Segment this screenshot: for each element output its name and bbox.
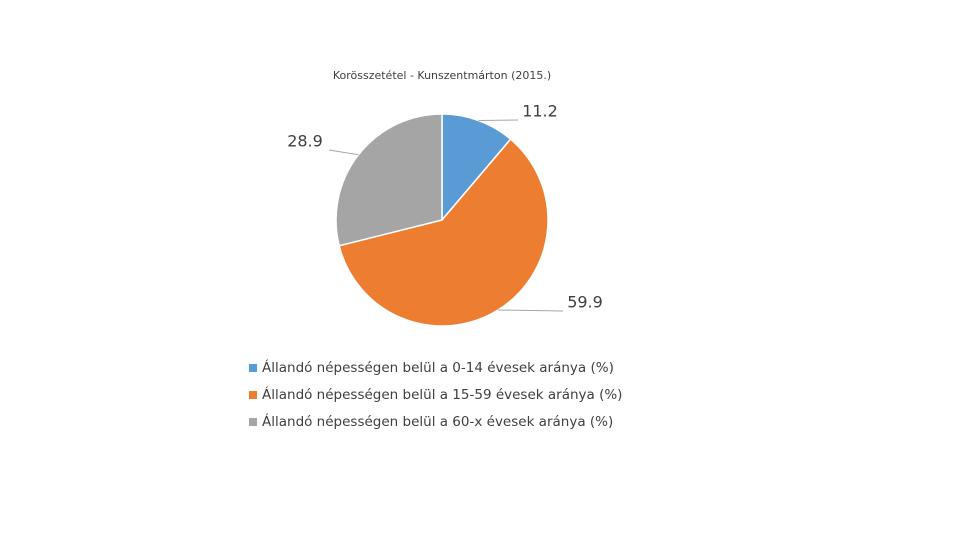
data-label: 59.9: [567, 293, 603, 312]
pie-slice: [335, 113, 443, 247]
leader-line: [328, 149, 359, 156]
legend-swatch: [249, 418, 257, 426]
legend-swatch: [249, 391, 257, 399]
legend-label: Állandó népességen belül a 60-x évesek a…: [262, 413, 613, 430]
data-label: 28.9: [287, 132, 323, 151]
legend-label: Állandó népességen belül a 0-14 évesek a…: [262, 359, 614, 376]
legend-label: Állandó népességen belül a 15-59 évesek …: [262, 386, 622, 403]
pie-slice: [441, 113, 512, 223]
data-label: 11.2: [522, 102, 558, 121]
pie-slice: [338, 138, 549, 327]
chart-title: Korösszetétel - Kunszentmárton (2015.): [333, 69, 551, 82]
leader-line: [497, 309, 564, 312]
legend-swatch: [249, 364, 257, 372]
